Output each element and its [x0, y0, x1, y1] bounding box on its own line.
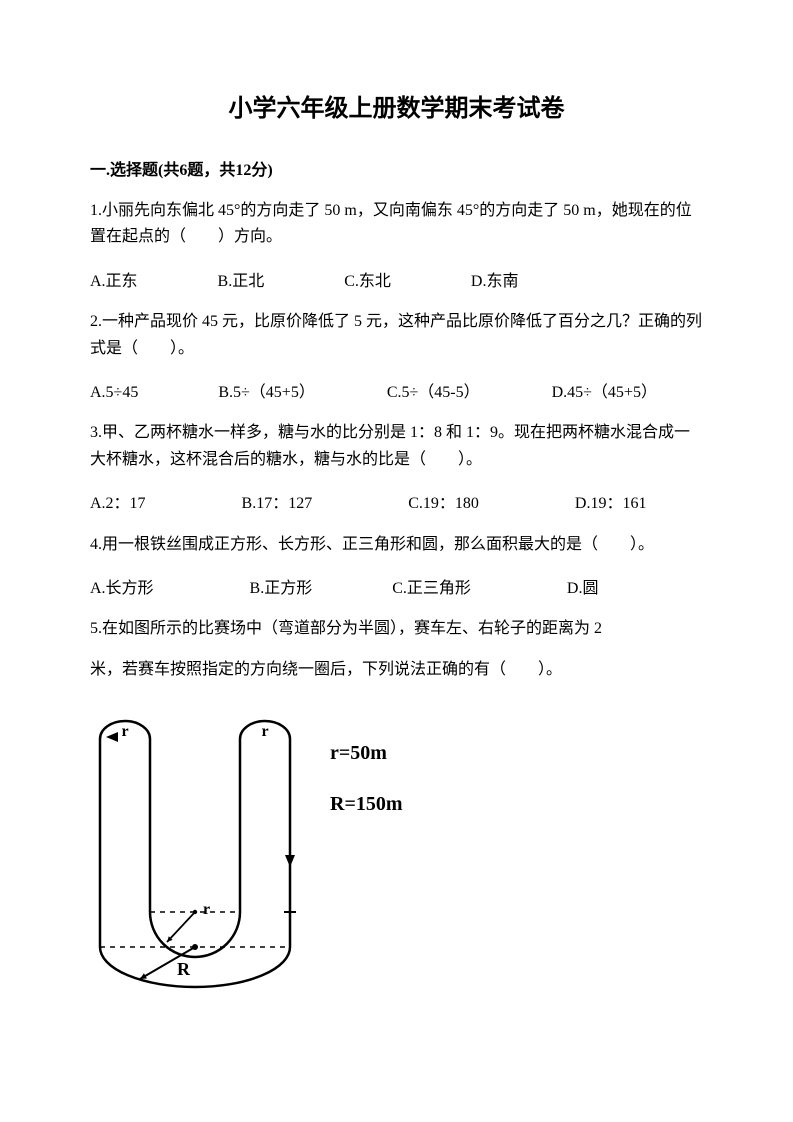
question-3-options: A.2：17 B.17：127 C.19：180 D.19：161 — [90, 491, 703, 517]
question-5-figure-row: rrrR起点 r=50m R=150m — [90, 717, 703, 1006]
question-1-text: 1.小丽先向东偏北 45°的方向走了 50 m，又向南偏东 45°的方向走了 5… — [90, 198, 703, 251]
question-3: 3.甲、乙两杯糖水一样多，糖与水的比分别是 1：8 和 1：9。现在把两杯糖水混… — [90, 420, 703, 473]
section-header: 一.选择题(共6题，共12分) — [90, 158, 703, 184]
track-diagram: rrrR起点 — [90, 717, 300, 1006]
question-5-line1: 5.在如图所示的比赛场中（弯道部分为半圆），赛车左、右轮子的距离为 2 — [90, 616, 703, 642]
question-5-line2: 米，若赛车按照指定的方向绕一圈后，下列说法正确的有（ ）。 — [90, 657, 703, 683]
question-2-options: A.5÷45 B.5÷（45+5） C.5÷（45-5） D.45÷（45+5） — [90, 380, 703, 406]
track-diagram-svg: rrrR起点 — [90, 717, 300, 997]
question-2-text: 2.一种产品现价 45 元，比原价降低了 5 元，这种产品比原价降低了百分之几？… — [90, 309, 703, 362]
question-4: 4.用一根铁丝围成正方形、长方形、正三角形和圆，那么面积最大的是（ ）。 — [90, 532, 703, 558]
svg-text:r: r — [121, 723, 128, 740]
question-4-options: A.长方形 B.正方形 C.正三角形 D.圆 — [90, 576, 703, 602]
label-small-r: r=50m — [330, 737, 403, 770]
question-1: 1.小丽先向东偏北 45°的方向走了 50 m，又向南偏东 45°的方向走了 5… — [90, 198, 703, 251]
track-diagram-labels: r=50m R=150m — [330, 737, 403, 839]
svg-text:R: R — [177, 959, 191, 979]
svg-text:r: r — [203, 901, 210, 918]
question-4-text: 4.用一根铁丝围成正方形、长方形、正三角形和圆，那么面积最大的是（ ）。 — [90, 532, 703, 558]
question-3-text: 3.甲、乙两杯糖水一样多，糖与水的比分别是 1：8 和 1：9。现在把两杯糖水混… — [90, 420, 703, 473]
page-title: 小学六年级上册数学期末考试卷 — [90, 90, 703, 130]
svg-text:r: r — [261, 723, 268, 740]
question-1-options: A.正东 B.正北 C.东北 D.东南 — [90, 269, 703, 295]
question-2: 2.一种产品现价 45 元，比原价降低了 5 元，这种产品比原价降低了百分之几？… — [90, 309, 703, 362]
label-big-r: R=150m — [330, 788, 403, 821]
